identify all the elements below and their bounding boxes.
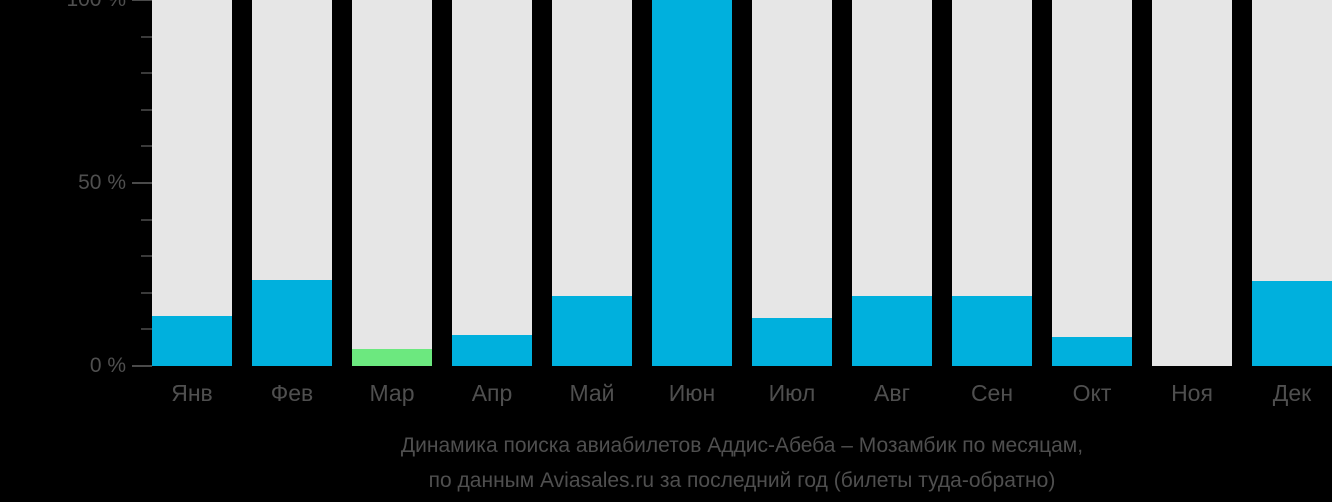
x-axis-label: Май: [569, 380, 615, 406]
y-axis-label: 50 %: [78, 171, 126, 194]
bar-value: [1252, 280, 1332, 366]
y-axis-label: 100 %: [66, 0, 126, 10]
x-axis-label: Мар: [369, 380, 415, 406]
y-axis-minor-tick: [141, 291, 152, 294]
bar-column[interactable]: [152, 0, 232, 366]
bar-value: [1052, 336, 1132, 366]
y-axis: 0 % 50 % 100 %: [0, 0, 152, 376]
bar-track: [152, 0, 232, 366]
bar-column[interactable]: [952, 0, 1032, 366]
bar-value: [752, 318, 832, 366]
bar-track: [752, 0, 832, 366]
caption-line-2: по данным Aviasales.ru за последний год …: [428, 469, 1056, 492]
bar-value: [652, 0, 732, 366]
bar-value: [952, 296, 1032, 366]
bar-column[interactable]: [352, 0, 432, 366]
x-axis-label: Фев: [270, 380, 314, 406]
x-axis-label: Июн: [668, 380, 716, 406]
x-axis-label: Сен: [970, 380, 1014, 406]
y-axis-minor-tick: [141, 35, 152, 38]
bar-value: [452, 334, 532, 366]
y-axis-minor-tick: [141, 255, 152, 258]
bar-value: [552, 296, 632, 366]
y-axis-major-tick: [132, 365, 152, 367]
x-axis: Янв Фев Мар Апр Май Июн Июл Авг Сен Окт Ноя Дек: [152, 378, 1332, 418]
bar-column[interactable]: [552, 0, 632, 366]
bar-column[interactable]: [1152, 0, 1232, 366]
bar-value: [352, 348, 432, 366]
bar-value: [252, 280, 332, 366]
x-axis-label: Апр: [471, 380, 513, 406]
plot-area: [152, 0, 1332, 366]
y-axis-minor-tick: [141, 328, 152, 331]
y-axis-major-tick: [132, 0, 152, 1]
y-axis-minor-tick: [141, 72, 152, 75]
y-axis-major-tick: [132, 182, 152, 184]
y-axis-minor-tick: [141, 145, 152, 148]
bar-track: [352, 0, 432, 366]
chart-caption: Динамика поиска авиабилетов Аддис-Абеба …: [152, 428, 1332, 498]
bar-column[interactable]: [852, 0, 932, 366]
x-axis-label: Окт: [1072, 380, 1112, 406]
y-axis-label: 0 %: [89, 354, 126, 377]
x-axis-label: Авг: [874, 380, 910, 406]
y-axis-minor-tick: [141, 218, 152, 221]
bar-value: [152, 315, 232, 366]
bar-column[interactable]: [452, 0, 532, 366]
bar-track: [452, 0, 532, 366]
bar-track: [1052, 0, 1132, 366]
caption-line-1: Динамика поиска авиабилетов Аддис-Абеба …: [400, 434, 1084, 457]
y-axis-minor-tick: [141, 108, 152, 111]
bar-column[interactable]: [652, 0, 732, 366]
bar-column[interactable]: [1252, 0, 1332, 366]
x-axis-label: Ноя: [1171, 380, 1213, 406]
bar-column[interactable]: [252, 0, 332, 366]
x-axis-label: Июл: [768, 380, 816, 406]
bar-column[interactable]: [1052, 0, 1132, 366]
bar-track: [1152, 0, 1232, 366]
x-axis-label: Дек: [1272, 380, 1312, 406]
bar-column[interactable]: [752, 0, 832, 366]
bar-value: [852, 296, 932, 366]
x-axis-label: Янв: [171, 380, 213, 406]
